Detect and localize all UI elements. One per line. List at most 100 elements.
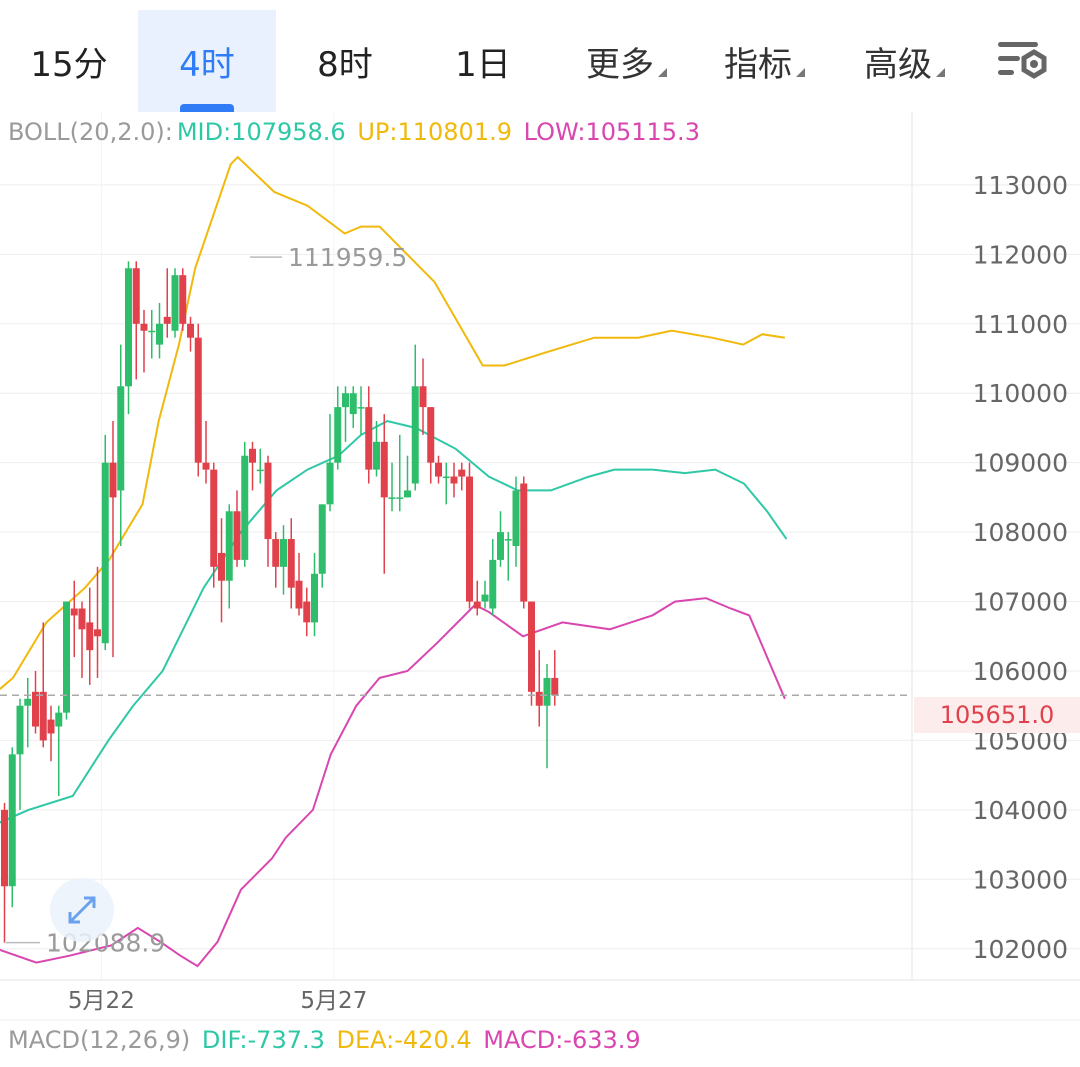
indicators-caret-icon: [796, 67, 805, 77]
candle-body: [528, 601, 535, 692]
y-tick-label: 107000: [973, 588, 1068, 617]
candle: [78, 601, 86, 678]
candle-body: [442, 476, 450, 479]
tab-1d[interactable]: 1日: [414, 10, 552, 112]
tab-8h[interactable]: 8时: [276, 10, 414, 112]
candle: [94, 566, 101, 678]
y-tick-label: 108000: [973, 518, 1068, 547]
candle-body: [388, 497, 396, 499]
boll-lower-line: [0, 597, 786, 968]
candle: [489, 539, 497, 616]
candle: [218, 518, 225, 623]
indicators-dropdown-label: 指标: [724, 44, 792, 85]
candle: [32, 670, 39, 734]
candle: [233, 490, 241, 567]
tab-4h[interactable]: 4时: [138, 10, 276, 112]
candle: [241, 441, 249, 567]
candle-body: [419, 386, 427, 408]
candle-body: [504, 539, 512, 541]
candle-body: [233, 511, 241, 560]
candle: [202, 421, 210, 484]
candle: [404, 455, 411, 498]
macd-value: MACD:-633.9: [483, 1026, 641, 1054]
candle-body: [148, 330, 156, 333]
tab-15min[interactable]: 15分: [0, 10, 138, 112]
candle-body: [39, 691, 47, 741]
indicators-dropdown[interactable]: 指标: [724, 10, 805, 112]
candle: [272, 532, 280, 588]
candle-body: [86, 622, 94, 651]
candle-body: [535, 691, 543, 706]
candle-body: [373, 441, 380, 470]
expand-icon[interactable]: [50, 878, 114, 942]
candle-body: [264, 462, 272, 540]
candle-body: [427, 407, 435, 463]
boll-mid-value: MID:107958.6: [176, 118, 346, 146]
candle-body: [435, 462, 442, 477]
boll-legend: BOLL(20,2.0): MID:107958.6 UP:110801.9 LO…: [8, 118, 704, 146]
candle-body: [466, 476, 473, 602]
tab-1d-label: 1日: [455, 44, 511, 85]
candle: [326, 414, 334, 512]
candle: [47, 705, 55, 762]
candle-body: [489, 559, 497, 609]
boll-mid-line: [0, 419, 788, 824]
boll-up-value: UP:110801.9: [357, 118, 512, 146]
candle-body: [70, 608, 78, 616]
candle: [264, 455, 272, 567]
candle-body: [202, 462, 210, 470]
candle-body: [334, 407, 342, 463]
candle: [481, 580, 489, 609]
candle-body: [458, 469, 466, 477]
advanced-dropdown[interactable]: 高级: [864, 10, 945, 112]
candle-body: [1, 809, 8, 887]
candle-body: [396, 497, 404, 499]
candle: [171, 268, 179, 338]
candle: [466, 462, 473, 609]
candle-body: [218, 552, 225, 581]
current-price-tag: 105651.0: [914, 697, 1080, 733]
candle-body: [117, 386, 125, 491]
candle-body: [551, 677, 559, 696]
candle: [287, 518, 295, 609]
candle: [497, 511, 504, 567]
macd-legend-name: MACD(12,26,9): [8, 1026, 191, 1054]
candle: [163, 268, 171, 338]
candle-body: [349, 393, 357, 415]
advanced-dropdown-label: 高级: [864, 44, 932, 85]
candle: [8, 747, 16, 908]
candle-body: [512, 490, 520, 546]
candle-body: [24, 698, 32, 706]
candle: [140, 309, 148, 373]
candle-body: [287, 539, 295, 588]
y-tick-label: 109000: [973, 449, 1068, 478]
candle-body: [47, 719, 55, 734]
candle: [311, 552, 318, 637]
more-dropdown[interactable]: 更多: [586, 10, 667, 112]
candle-body: [187, 323, 194, 338]
active-tab-indicator: [180, 104, 234, 112]
candle: [349, 386, 357, 428]
candle-body: [210, 469, 218, 567]
y-tick-label: 103000: [973, 865, 1068, 894]
candle-body: [342, 393, 349, 408]
y-tick-label: 112000: [973, 240, 1068, 269]
boll-low-value: LOW:105115.3: [523, 118, 700, 146]
candle-body: [311, 573, 318, 623]
candle-body: [125, 268, 132, 387]
candle: [442, 462, 450, 505]
candle-body: [295, 580, 303, 609]
chart-settings-icon[interactable]: [996, 38, 1048, 84]
candle: [148, 309, 156, 359]
candle-body: [109, 462, 117, 498]
candle: [535, 650, 543, 727]
candle: [512, 476, 520, 567]
candle: [419, 358, 427, 435]
candle-body: [380, 441, 388, 498]
tab-4h-label: 4时: [179, 44, 235, 85]
candle-body: [140, 323, 148, 331]
macd-dif-value: DIF:-737.3: [201, 1026, 325, 1054]
candle: [543, 664, 551, 769]
candle: [225, 504, 233, 609]
